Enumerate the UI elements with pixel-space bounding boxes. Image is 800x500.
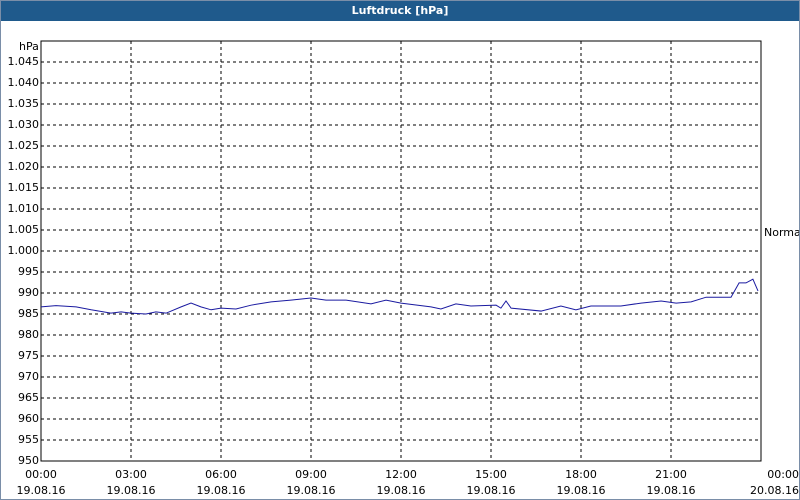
x-tick-label: 15:00 19.08.16	[466, 468, 516, 497]
y-tick-label: 1.040	[8, 76, 40, 89]
y-tick-label: 950	[18, 454, 39, 467]
y-tick-label: 960	[18, 412, 39, 425]
y-tick-label: 970	[18, 370, 39, 383]
y-tick-label: 965	[18, 391, 39, 404]
x-tick-label: 00:00 19.08.16	[16, 468, 66, 497]
y-tick-label: 975	[18, 349, 39, 362]
x-tick-label: 03:00 19.08.16	[106, 468, 156, 497]
chart-title: Luftdruck [hPa]	[1, 1, 799, 21]
x-tick-label: 00:00 20.08.16	[750, 468, 799, 497]
y-tick-label: 1.025	[8, 139, 40, 152]
y-tick-label: 995	[18, 265, 39, 278]
data-line	[40, 278, 759, 315]
x-tick-label: 09:00 19.08.16	[286, 468, 336, 497]
x-tick-label: 18:00 19.08.16	[556, 468, 606, 497]
y-tick-label: 1.005	[8, 223, 40, 236]
x-tick-label: 12:00 19.08.16	[376, 468, 426, 497]
y-tick-label: 1.010	[8, 202, 40, 215]
x-tick-label: 21:00 19.08.16	[646, 468, 696, 497]
y-axis-label: hPa	[19, 40, 39, 53]
y-tick-label: 1.020	[8, 160, 40, 173]
y-tick-label: 990	[18, 286, 39, 299]
y-tick-label: 955	[18, 433, 39, 446]
x-tick-label: 06:00 19.08.16	[196, 468, 246, 497]
y-tick-label: 1.015	[8, 181, 40, 194]
y-tick-label: 985	[18, 307, 39, 320]
y-tick-label: 1.000	[8, 244, 40, 257]
y-tick-label: 1.030	[8, 118, 40, 131]
y-tick-label: 1.045	[8, 55, 40, 68]
y-tick-label: 1.035	[8, 97, 40, 110]
y-tick-label: 980	[18, 328, 39, 341]
annotation: Normal	[764, 226, 800, 239]
